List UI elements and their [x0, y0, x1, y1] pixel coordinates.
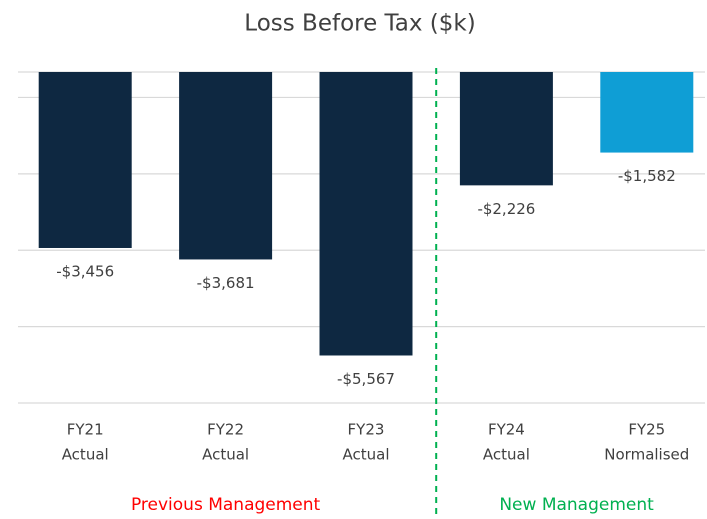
value-label: -$3,456	[56, 262, 114, 280]
x-tick-label: FY25	[628, 421, 665, 439]
value-label: -$1,582	[618, 167, 676, 185]
annotation: New Management	[499, 495, 654, 515]
x-tick-label: FY22	[207, 421, 244, 439]
x-tick-label: Actual	[483, 446, 530, 464]
x-tick-label: FY24	[488, 421, 525, 439]
bar	[319, 72, 413, 356]
bar	[179, 72, 273, 260]
bar	[459, 72, 553, 186]
x-tick-label: FY23	[348, 421, 385, 439]
x-tick-label: FY21	[67, 421, 104, 439]
bar	[38, 72, 132, 248]
value-label: -$3,681	[197, 274, 255, 292]
chart-title: Loss Before Tax ($k)	[244, 11, 475, 37]
x-tick-label: Actual	[202, 446, 249, 464]
x-tick-label: Actual	[343, 446, 390, 464]
value-label: -$5,567	[337, 370, 395, 388]
x-tick-label: Normalised	[604, 446, 689, 464]
value-label: -$2,226	[477, 200, 535, 218]
annotation: Previous Management	[131, 495, 321, 515]
bar	[600, 72, 694, 153]
x-tick-label: Actual	[62, 446, 109, 464]
